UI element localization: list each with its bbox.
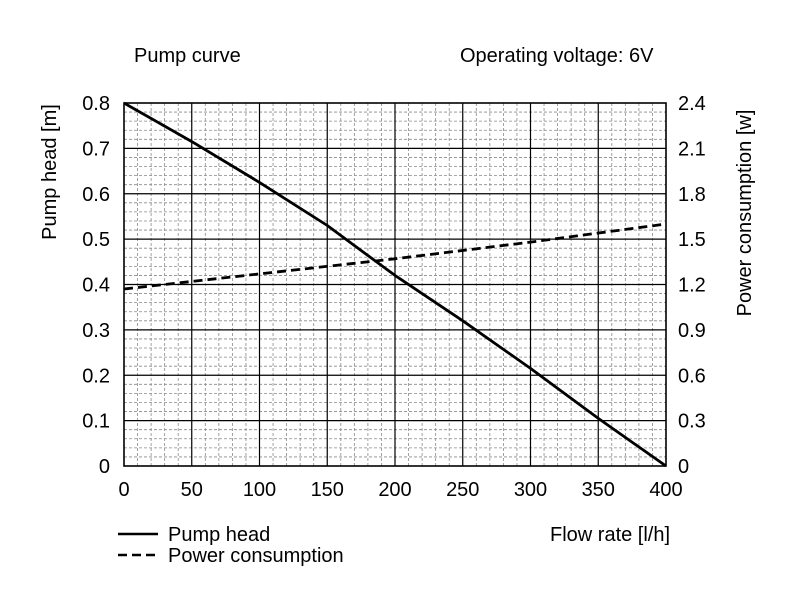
y2-tick-label: 0.9: [678, 320, 706, 342]
x-tick-label: 400: [649, 479, 682, 501]
x-axis-title: Flow rate [l/h]: [550, 524, 670, 546]
y-tick-label: 0: [99, 456, 110, 478]
x-tick-label: 50: [181, 479, 203, 501]
y-tick-label: 0.5: [82, 229, 110, 251]
series-line-pump-head: [123, 101, 667, 468]
legend-label-pump-head: Pump head: [168, 524, 270, 546]
y-axis-title: Pump head [m]: [39, 104, 61, 240]
y2-tick-label: 2.4: [678, 93, 706, 115]
x-tick-label: 150: [311, 479, 344, 501]
legend: Pump head Power consumption: [118, 524, 344, 567]
y2-tick-label: 0: [678, 456, 689, 478]
x-tick-label: 250: [446, 479, 479, 501]
y2-tick-label: 1.5: [678, 229, 706, 251]
x-tick-label: 200: [378, 479, 411, 501]
chart-title: Pump curve: [134, 45, 241, 67]
x-tick-label: 0: [118, 479, 129, 501]
y2-tick-label: 0.6: [678, 365, 706, 387]
y2-tick-label: 2.1: [678, 138, 706, 160]
y2-tick-label: 1.8: [678, 184, 706, 206]
y2-axis-title: Power consumption [w]: [734, 110, 756, 317]
y-tick-label: 0.8: [82, 93, 110, 115]
y2-tick-label: 0.3: [678, 411, 706, 433]
x-tick-label: 100: [243, 479, 276, 501]
x-tick-label: 350: [582, 479, 615, 501]
y-tick-label: 0.4: [82, 275, 110, 297]
y-tick-label: 0.3: [82, 320, 110, 342]
y-tick-label: 0.7: [82, 138, 110, 160]
grid: [123, 102, 667, 467]
y2-tick-label: 1.2: [678, 275, 706, 297]
legend-label-power-consumption: Power consumption: [168, 545, 344, 567]
series-layer: [123, 101, 667, 468]
x-tick-label: 300: [514, 479, 547, 501]
y-tick-label: 0.2: [82, 365, 110, 387]
tick-labels: 0 50 100 150 200 250 300 350 40000.10.20.30.40.5…: [82, 93, 706, 501]
y-tick-label: 0.6: [82, 184, 110, 206]
y-tick-label: 0.1: [82, 411, 110, 433]
chart-subtitle: Operating voltage: 6V: [460, 45, 654, 67]
plot-frame: [123, 102, 667, 467]
series-line-power-consumption: [123, 222, 667, 291]
